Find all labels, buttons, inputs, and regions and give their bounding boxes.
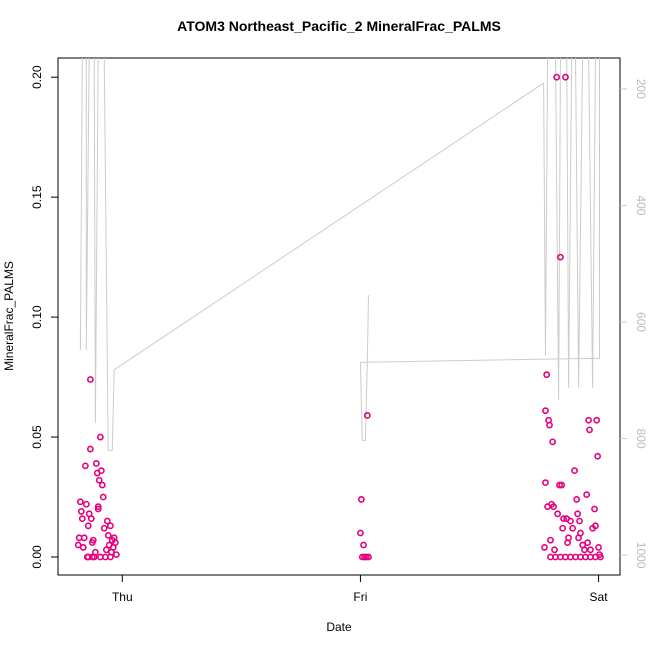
point [569,524,577,532]
y-tick-label: 0.20 [30,65,44,89]
point [82,500,90,508]
point [111,539,119,547]
point [92,460,100,467]
point [584,539,592,547]
y2-tick-label: 1000 [634,542,648,569]
point [365,553,372,561]
point [573,496,581,503]
point [106,522,114,530]
point [577,529,584,537]
point [363,412,371,419]
point [79,544,87,551]
point [554,510,562,518]
point [557,253,564,261]
point [542,479,549,487]
point [96,553,104,561]
y2-tick-label: 600 [634,312,648,332]
point [553,73,561,81]
point [541,544,548,551]
point [587,546,594,554]
point [576,517,583,525]
point [543,371,551,379]
y2-tick-label: 400 [634,195,648,215]
y2-tick-label: 200 [634,79,648,99]
point [86,445,94,453]
point [84,553,92,561]
point [98,481,106,489]
point [94,505,102,513]
point [593,416,601,424]
point [77,508,85,515]
point [574,510,582,518]
pressure-line [79,58,600,451]
point [76,498,84,506]
point [558,481,566,489]
point [586,426,593,434]
point [591,505,598,513]
point [106,553,114,561]
point [100,524,108,532]
point [360,541,367,549]
y2-tick-label: 800 [634,429,648,449]
point [91,548,99,556]
chart-title: ATOM3 Northeast_Pacific_2 MineralFrac_PA… [177,18,501,34]
point [81,462,89,470]
point [550,503,557,511]
y-tick-label: 0.10 [30,305,44,329]
point [583,491,591,499]
point [357,529,364,537]
point [551,546,558,554]
point [86,376,94,383]
y-tick-label: 0.15 [30,185,44,209]
y-tick-label: 0.05 [30,425,44,449]
point [594,452,602,460]
x-tick-label: Fri [353,590,367,604]
point [585,416,592,424]
point [565,534,572,542]
point [84,522,92,530]
point [542,407,549,415]
y-axis-label: MineralFrac_PALMS [2,261,16,371]
y-tick-label: 0.00 [30,545,44,569]
point [597,553,604,561]
point [581,546,588,554]
point [567,517,574,525]
point [357,496,365,503]
point [95,476,103,484]
x-tick-label: Sat [590,590,609,604]
point [97,467,105,475]
point [89,536,97,544]
point [592,522,599,530]
point [562,73,569,81]
point [560,515,567,523]
point [103,517,111,525]
point [549,438,557,446]
point [104,532,112,539]
point [80,534,88,542]
point [88,553,96,561]
point [112,551,120,559]
point [547,536,554,544]
point [96,433,104,441]
point [595,544,602,551]
point [99,493,107,501]
x-tick-label: Thu [112,590,133,604]
point [571,467,578,475]
plot-frame [57,57,621,576]
point [546,421,553,429]
point [94,503,102,511]
point [559,524,567,532]
point [87,515,95,523]
x-axis-label: Date [326,620,352,634]
point [78,515,86,523]
